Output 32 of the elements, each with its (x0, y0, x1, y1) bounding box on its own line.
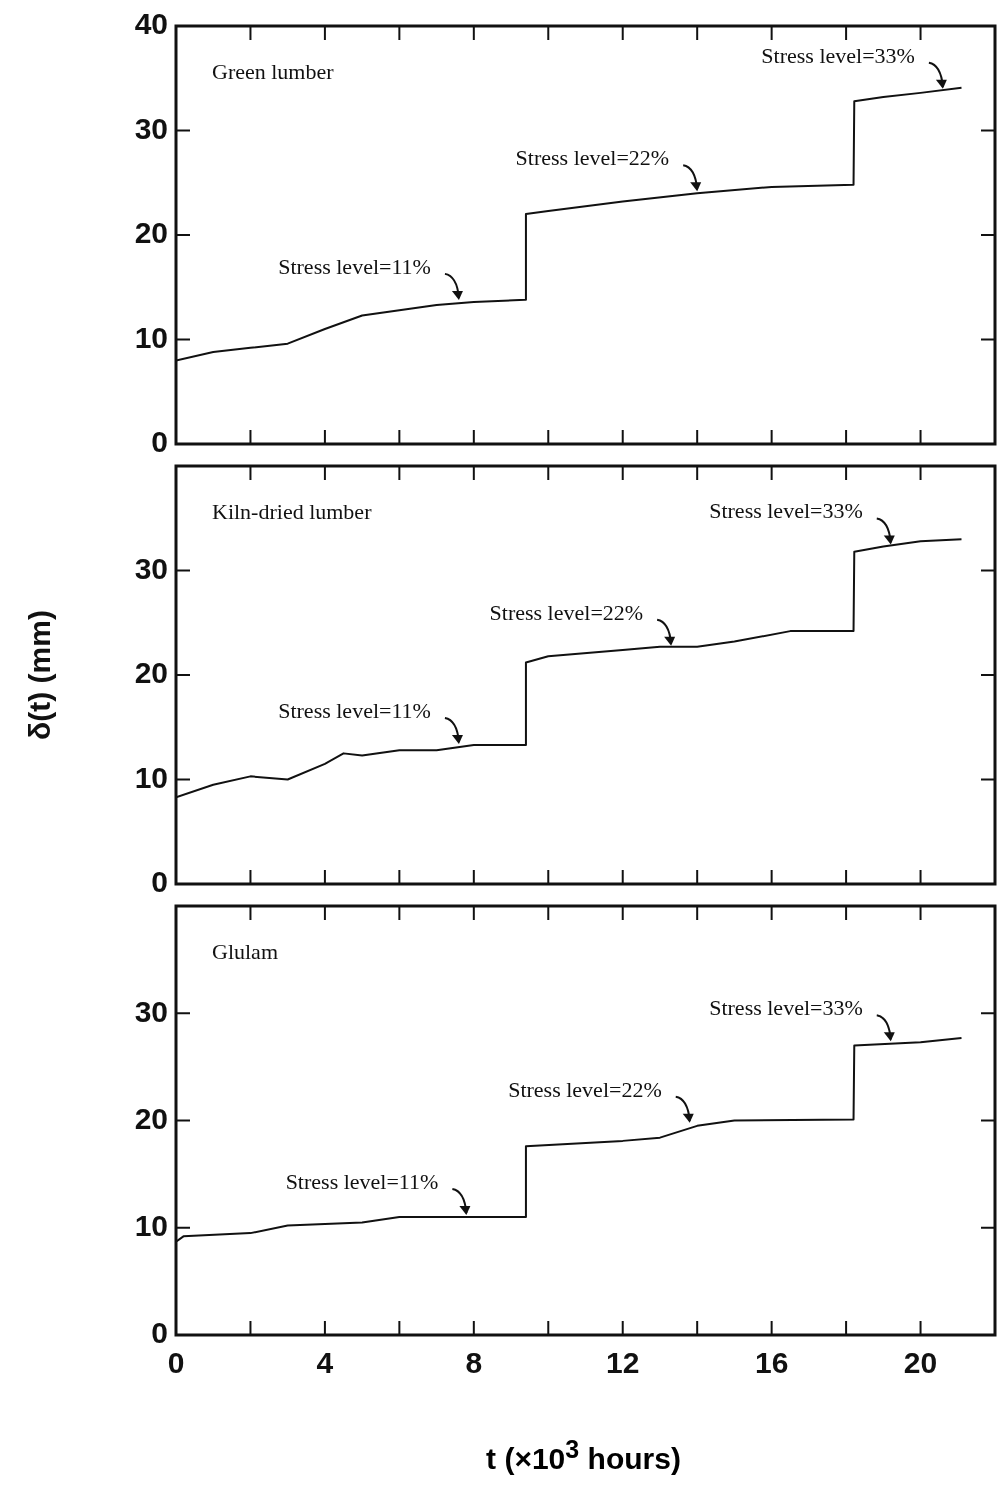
x-tick-label: 20 (903, 1346, 938, 1380)
x-tick-label: 12 (606, 1346, 640, 1380)
y-tick-label: 30 (134, 111, 168, 145)
annotation: Stress level=22% (515, 144, 670, 170)
text: Kiln-dried lumber (212, 498, 373, 524)
annotation: Stress level=33% (761, 42, 915, 68)
annotation: Stress level=11% (278, 697, 431, 723)
annotation: Stress level=22% (508, 1076, 662, 1102)
y-tick-label: 30 (134, 551, 168, 585)
text: Green lumber (212, 58, 335, 84)
y-tick-label: 30 (134, 994, 168, 1028)
x-axis-title: t (×10$^{3}$ hours) (485, 1435, 682, 1476)
y-tick-label: 10 (134, 760, 168, 794)
y-tick-label: 20 (134, 216, 168, 250)
text: Glulam (212, 938, 278, 964)
y-tick-label: 10 (134, 320, 168, 354)
annotation: Stress level=33% (709, 995, 863, 1021)
y-tick-label: 20 (134, 656, 168, 690)
x-tick-label: 4 (316, 1346, 334, 1380)
y-axis-title: δ(t) (mm) (23, 610, 57, 740)
annotation: Stress level=11% (278, 253, 431, 279)
y-tick-label: 0 (151, 425, 168, 459)
y-tick-label: 10 (134, 1209, 168, 1243)
y-tick-label: 0 (151, 1316, 168, 1350)
y-tick-label: 40 (134, 7, 168, 41)
annotation: Stress level=11% (285, 1168, 439, 1194)
y-tick-label: 0 (151, 865, 168, 899)
annotation: Stress level=33% (709, 498, 863, 524)
x-tick-label: 16 (754, 1346, 789, 1380)
x-tick-label: 8 (465, 1346, 483, 1380)
annotation: Stress level=22% (489, 599, 644, 625)
y-tick-label: 20 (134, 1101, 168, 1135)
